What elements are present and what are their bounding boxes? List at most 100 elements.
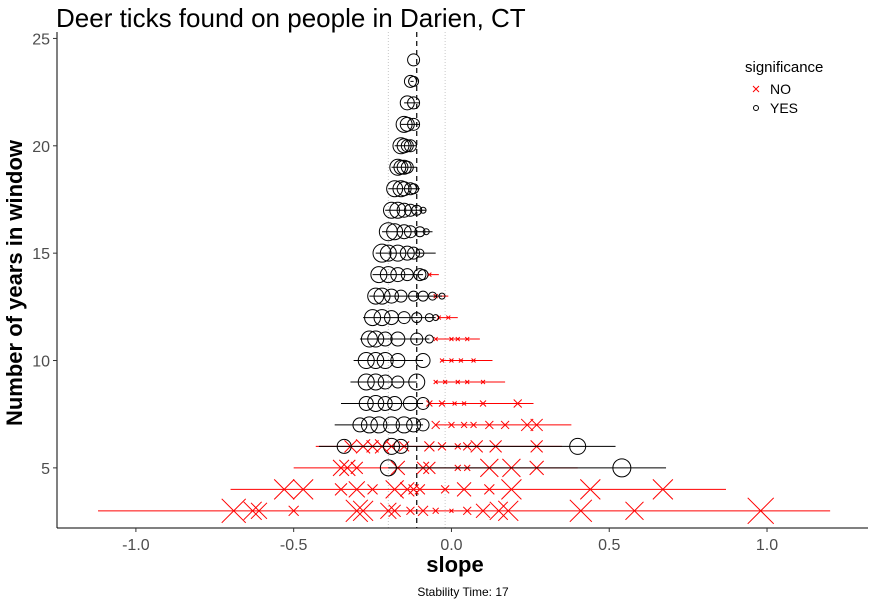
data-point-no (471, 358, 476, 363)
data-point-no (414, 483, 426, 495)
data-point-no (445, 315, 451, 320)
data-point-yes (395, 115, 413, 133)
data-point-yes (569, 437, 587, 455)
data-point-no (513, 399, 523, 408)
data-point-yes (395, 416, 413, 434)
data-point-no (501, 478, 522, 500)
data-point-yes (357, 373, 375, 391)
data-point-no (530, 418, 544, 432)
data-point-yes (428, 291, 438, 301)
data-point-yes (391, 375, 405, 389)
data-point-no (579, 478, 601, 500)
data-point-no (480, 379, 486, 385)
data-point-yes (364, 309, 382, 327)
x-tick-label: 0.5 (598, 537, 620, 554)
legend-key-yes (753, 105, 759, 111)
data-point-yes (377, 331, 393, 347)
data-point-no (449, 358, 454, 363)
data-point-yes (407, 96, 421, 110)
data-point-yes (367, 373, 385, 391)
data-point-yes (408, 290, 420, 302)
data-point-yes (403, 225, 417, 239)
data-point-no (350, 461, 364, 475)
data-point-yes (396, 138, 412, 154)
data-point-yes (373, 309, 391, 327)
data-point-yes (379, 266, 397, 284)
data-point-no (406, 506, 415, 516)
data-point-yes (372, 243, 392, 263)
data-point-yes (415, 353, 431, 369)
data-point-yes (424, 334, 434, 344)
y-tick-label: 10 (32, 354, 50, 371)
data-point-no (747, 497, 775, 525)
data-point-yes (377, 395, 393, 411)
data-point-no (334, 482, 348, 496)
data-point-no (448, 421, 455, 429)
data-point-no (470, 421, 477, 429)
chart-caption: Stability Time: 17 (417, 585, 509, 599)
data-point-no (345, 499, 369, 523)
data-point-no (388, 504, 402, 518)
data-point-yes (367, 352, 385, 370)
legend-label-no: NO (770, 81, 791, 97)
y-tick-label: 25 (32, 31, 50, 48)
data-point-yes (438, 292, 446, 300)
data-point-yes (407, 117, 421, 131)
data-point-no (379, 502, 397, 520)
data-point-yes (399, 95, 415, 111)
data-point-no (399, 481, 415, 497)
axes: -1.0 -0.5 0.0 0.5 1.0 5 10 15 20 25 (32, 31, 868, 554)
data-point-no (348, 480, 366, 498)
data-point-yes (403, 203, 417, 217)
data-point-no (442, 379, 448, 385)
data-point-no (221, 498, 247, 524)
data-point-no (456, 481, 472, 497)
data-point-yes (367, 330, 385, 348)
data-point-yes (419, 206, 427, 214)
data-point-yes (417, 269, 429, 281)
data-point-yes (400, 160, 414, 174)
data-point-no (520, 418, 534, 432)
data-point-no (332, 459, 350, 477)
data-point-no (497, 500, 519, 522)
data-point-no (625, 501, 644, 521)
data-point-yes (389, 244, 407, 262)
data-point-yes (379, 459, 397, 477)
data-point-no (464, 379, 470, 385)
x-tick-label: 1.0 (756, 537, 778, 554)
data-point-yes (370, 416, 388, 434)
data-point-yes (411, 204, 423, 216)
data-point-no (338, 459, 356, 477)
data-point-yes (422, 228, 430, 236)
data-point-yes (382, 416, 400, 434)
data-point-yes (367, 287, 385, 305)
data-point-no (460, 421, 468, 429)
data-point-yes (400, 139, 414, 153)
data-point-no (461, 401, 467, 406)
data-point-no (438, 400, 446, 407)
data-point-yes (358, 395, 374, 411)
data-point-yes (390, 331, 406, 347)
data-point-no (484, 420, 494, 430)
data-point-yes (403, 182, 417, 196)
data-point-no (440, 484, 450, 494)
y-tick-label: 20 (32, 139, 50, 156)
data-point-no (464, 336, 470, 342)
data-point-no (439, 358, 445, 363)
data-point-yes (424, 313, 434, 323)
x-tick-label: -1.0 (122, 537, 150, 554)
y-tick-label: 5 (41, 461, 50, 478)
data-point-no (452, 401, 457, 406)
data-point-yes (379, 244, 397, 262)
y-tick-label: 15 (32, 246, 50, 263)
data-point-yes (383, 288, 399, 304)
data-point-no (432, 507, 440, 515)
data-point-yes (393, 159, 409, 175)
data-point-no (462, 506, 472, 516)
data-point-no (500, 420, 510, 430)
data-point-no (449, 336, 454, 342)
data-point-no (417, 505, 429, 517)
data-point-no (367, 483, 378, 495)
data-point-yes (396, 202, 412, 218)
data-point-yes (396, 181, 412, 197)
